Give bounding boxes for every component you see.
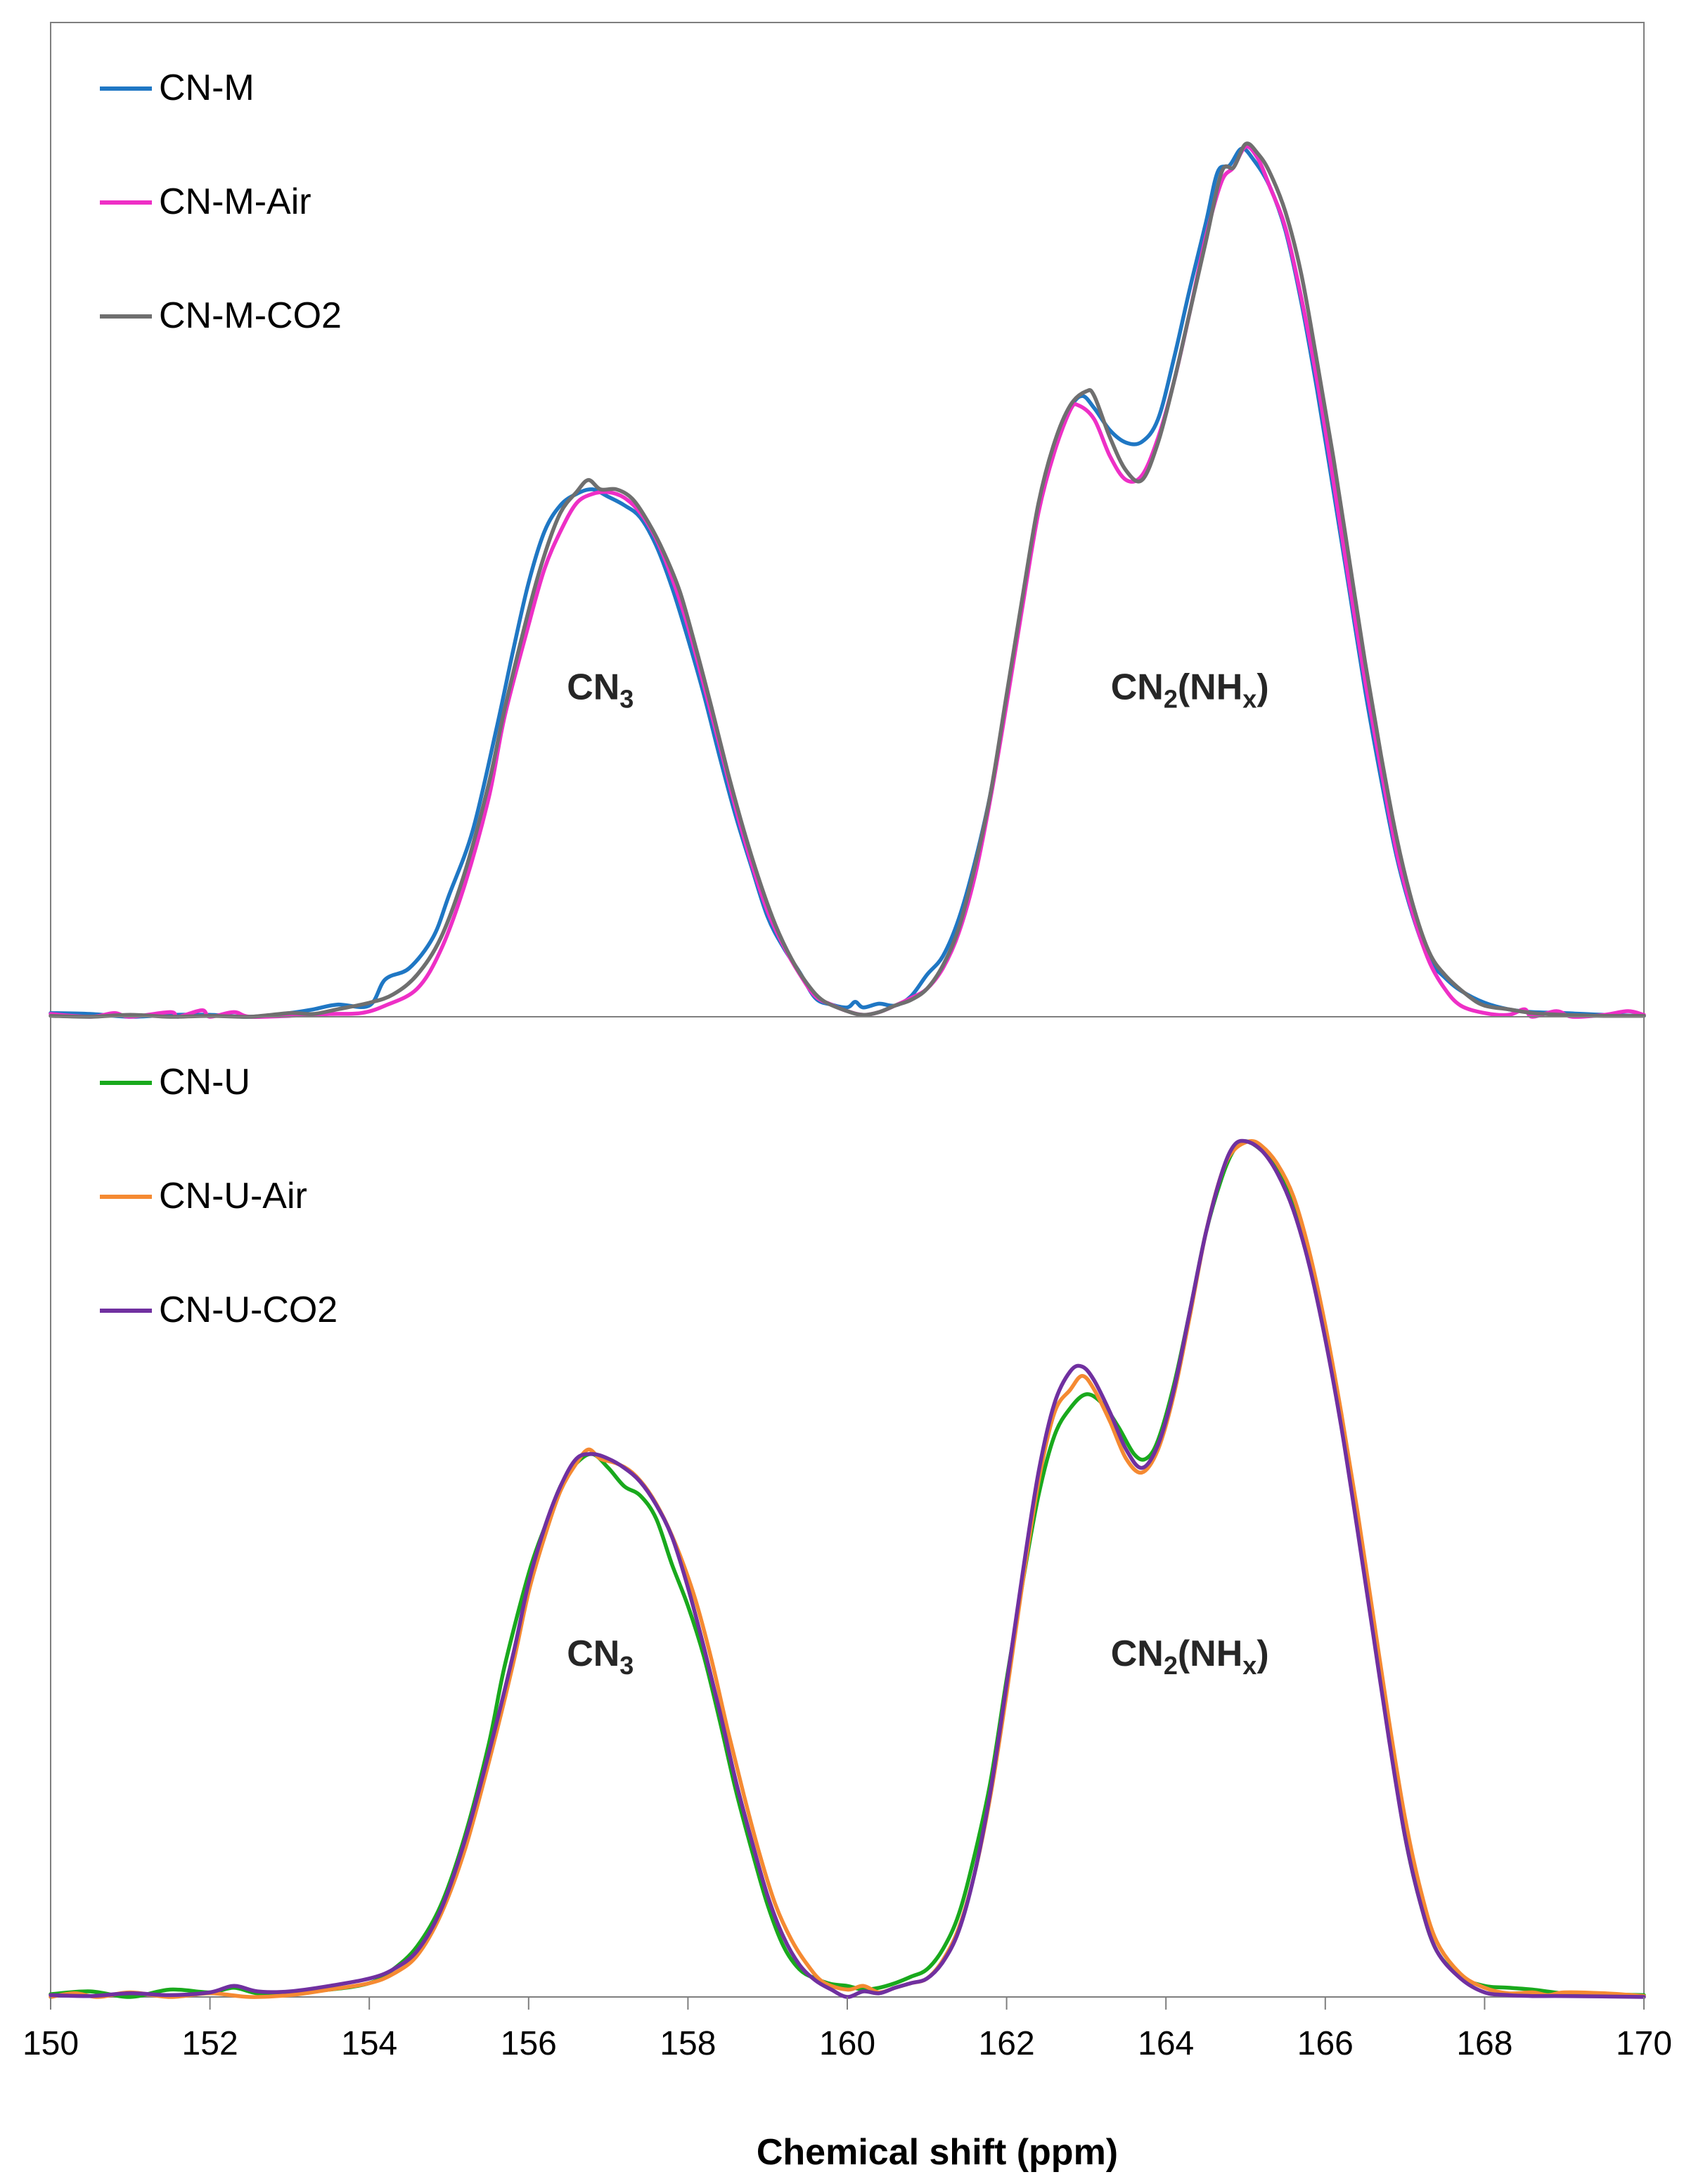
x-tick-label-162: 162	[979, 2025, 1035, 2062]
peak-label-cn2: CN2(NHx)	[1111, 667, 1269, 714]
series-line-cn-u-co2	[49, 1138, 1646, 1999]
x-tick-label-152: 152	[182, 2025, 238, 2062]
x-tick-label-158: 158	[660, 2025, 716, 2062]
panel-top: CN-M CN-M-Air CN-M-CO2 CN3 CN2(NHx)	[49, 22, 1646, 1020]
legend-label-cn-m: CN-M	[159, 68, 255, 108]
legend-label-cn-m-co2: CN-M-CO2	[159, 295, 342, 336]
panel-bottom: CN-U CN-U-Air CN-U-CO2 CN3 CN2(NHx)	[49, 1016, 1646, 1999]
x-tick-label-160: 160	[819, 2025, 875, 2062]
series-line-cn-m-co2	[49, 141, 1646, 1019]
x-tick-label-166: 166	[1297, 2025, 1354, 2062]
peak-label-cn3: CN3	[567, 667, 634, 714]
legend-label-cn-m-air: CN-M-Air	[159, 181, 311, 222]
x-tick-label-170: 170	[1616, 2025, 1672, 2062]
plot-panels: CN-M CN-M-Air CN-M-CO2 CN3 CN2(NHx) CN-U CN-U-…	[49, 22, 1646, 1999]
x-tick-label-164: 164	[1138, 2025, 1194, 2062]
x-tick-label-156: 156	[501, 2025, 557, 2062]
x-tick-label-150: 150	[23, 2025, 79, 2062]
x-tick-label-168: 168	[1456, 2025, 1512, 2062]
x-axis: 150 152 154 156 158 160 162 164 166 168 170	[23, 1997, 1672, 2062]
peak-label-cn2: CN2(NHx)	[1111, 1633, 1269, 1680]
x-tick-label-154: 154	[341, 2025, 397, 2062]
legend-label-cn-u-air: CN-U-Air	[159, 1176, 307, 1216]
legend-label-cn-u: CN-U	[159, 1062, 250, 1103]
x-axis-title: Chemical shift (ppm)	[757, 2132, 1118, 2173]
legend-label-cn-u-co2: CN-U-CO2	[159, 1290, 338, 1330]
peak-label-cn3: CN3	[567, 1633, 634, 1680]
